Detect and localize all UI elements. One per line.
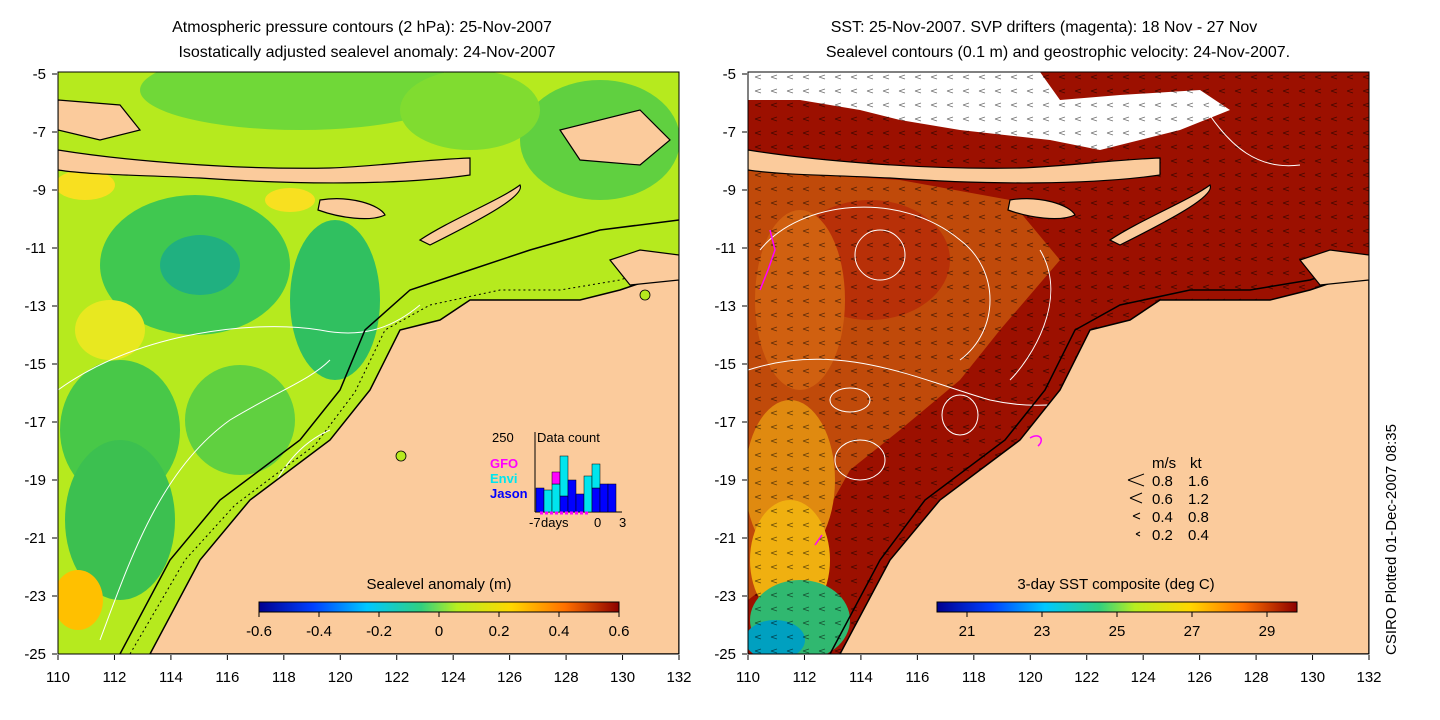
colorbar-tick-label: 0.2 [489,623,510,640]
colorbar-tick-label: 25 [1109,623,1126,640]
y-tick-label: -13 [24,298,46,315]
right-title-line1: SST: 25-Nov-2007. SVP drifters (magenta)… [831,19,1258,36]
left-x-axis: 110 112 114 116 118 120 122 124 126 128 130 132 [46,655,692,686]
inset-x-label-max: 3 [619,515,626,530]
left-title-line2: Isostatically adjusted sealevel anomaly:… [178,44,555,61]
inset-title: Data count [537,430,600,445]
velocity-legend: m/s kt 0.8 1.6 0.6 1.2 0.4 0.8 0.2 0.4 [1127,455,1209,544]
x-tick-label: 122 [1074,669,1099,686]
right-title-line2: Sealevel contours (0.1 m) and geostrophi… [826,44,1290,61]
y-tick-label: -19 [24,472,46,489]
left-colorbar-label: Sealevel anomaly (m) [366,576,511,593]
x-tick-label: 122 [384,669,409,686]
left-map-field [58,72,679,654]
colorbar-tick-label: 0 [435,623,443,640]
y-tick-label: -19 [714,472,736,489]
colorbar-tick-label: 0.6 [609,623,630,640]
inset-x-label-min: -7 [529,515,541,530]
y-tick-label: -15 [714,356,736,373]
left-y-axis: -5 -7 -9 -11 -13 -15 -17 -19 -21 -23 -25 [24,66,57,663]
y-tick-label: -11 [25,240,46,257]
legend-gfo: GFO [490,456,518,471]
y-tick-label: -7 [33,124,46,141]
x-tick-label: 116 [215,669,239,686]
vel-row2-ms: 0.6 [1152,491,1173,508]
vel-row1-ms: 0.8 [1152,473,1173,490]
colorbar-tick-label: -0.2 [366,623,392,640]
right-map-field [748,72,1369,654]
plot-credit: CSIRO Plotted 01-Dec-2007 08:35 [1383,424,1400,655]
x-tick-label: 118 [962,669,986,686]
left-title-line1: Atmospheric pressure contours (2 hPa): 2… [172,19,552,36]
x-tick-label: 118 [272,669,296,686]
vel-row1-kt: 1.6 [1188,473,1209,490]
y-tick-label: -17 [714,414,736,431]
colorbar-tick-label: -0.4 [306,623,332,640]
left-map-panel: Atmospheric pressure contours (2 hPa): 2… [24,19,691,686]
colorbar-tick-label: 23 [1034,623,1051,640]
vel-row3-kt: 0.8 [1188,509,1209,526]
left-colorbar: Sealevel anomaly (m) -0.6 -0.4 -0.2 0 0.2 0.4… [246,576,629,640]
right-x-axis: 110 112 114 116 118 120 122 124 126 128 130 132 [736,655,1382,686]
right-colorbar: 3-day SST composite (deg C) 21 23 25 27 29 [936,576,1298,640]
x-tick-label: 112 [102,669,126,686]
right-colorbar-label: 3-day SST composite (deg C) [1017,576,1214,593]
colorbar-tick-label: 21 [959,623,976,640]
vel-row2-kt: 1.2 [1188,491,1209,508]
y-tick-label: -7 [723,124,736,141]
y-tick-label: -17 [24,414,46,431]
y-tick-label: -23 [714,588,736,605]
colorbar-tick-label: -0.6 [246,623,272,640]
x-tick-label: 114 [159,669,183,686]
inset-ymax-label: 250 [492,430,514,445]
x-tick-label: 116 [905,669,929,686]
colorbar-tick-label: 27 [1184,623,1201,640]
vel-row4-ms: 0.2 [1152,527,1173,544]
colorbar-tick-label: 0.4 [549,623,570,640]
x-tick-label: 126 [1187,669,1212,686]
x-tick-label: 124 [441,669,466,686]
y-tick-label: -9 [723,182,736,199]
y-tick-label: -11 [715,240,736,257]
x-tick-label: 114 [849,669,873,686]
vel-row4-kt: 0.4 [1188,527,1209,544]
y-tick-label: -25 [24,646,46,663]
x-tick-label: 120 [1018,669,1043,686]
x-tick-label: 110 [46,669,70,686]
vel-row3-ms: 0.4 [1152,509,1173,526]
data-count-inset: 250 Data count GFO Envi Jason -7 days 0 [490,430,626,530]
x-tick-label: 128 [554,669,579,686]
y-tick-label: -13 [714,298,736,315]
x-tick-label: 128 [1244,669,1269,686]
legend-envi: Envi [490,471,517,486]
y-tick-label: -5 [33,66,46,83]
x-tick-label: 112 [792,669,816,686]
y-tick-label: -21 [714,530,736,547]
y-tick-label: -15 [24,356,46,373]
y-tick-label: -5 [723,66,736,83]
x-tick-label: 110 [736,669,760,686]
vel-header-ms: m/s [1152,455,1176,472]
x-tick-label: 126 [497,669,522,686]
colorbar-tick-label: 29 [1259,623,1276,640]
x-tick-label: 124 [1131,669,1156,686]
y-tick-label: -25 [714,646,736,663]
y-tick-label: -9 [33,182,46,199]
inset-x-label-zero: 0 [594,515,601,530]
right-y-axis: -5 -7 -9 -11 -13 -15 -17 -19 -21 -23 -25 [714,66,747,663]
legend-jason: Jason [490,486,528,501]
inset-x-label-days: days [541,515,569,530]
x-tick-label: 120 [328,669,353,686]
right-map-panel: SST: 25-Nov-2007. SVP drifters (magenta)… [714,19,1381,686]
x-tick-label: 130 [1300,669,1325,686]
vel-header-kt: kt [1190,455,1203,472]
x-tick-label: 132 [666,669,691,686]
x-tick-label: 130 [610,669,635,686]
x-tick-label: 132 [1356,669,1381,686]
y-tick-label: -21 [24,530,46,547]
y-tick-label: -23 [24,588,46,605]
